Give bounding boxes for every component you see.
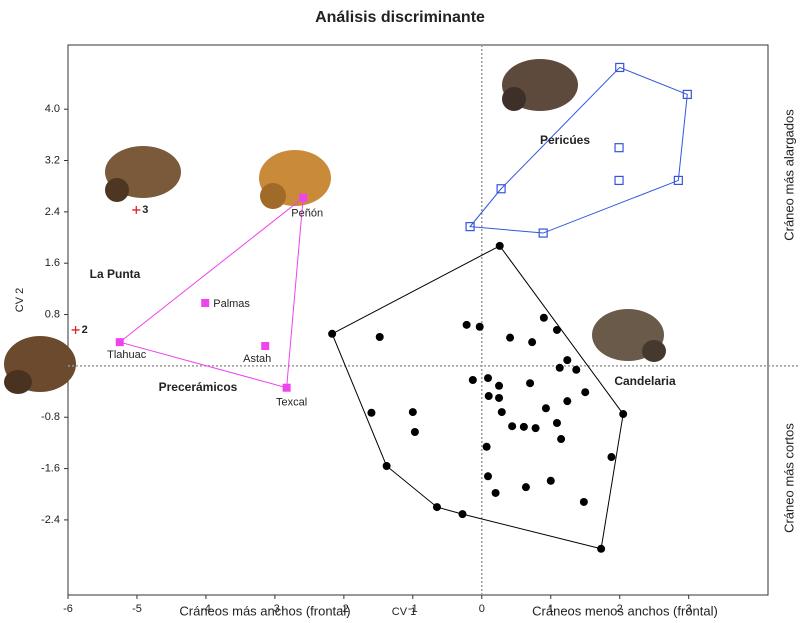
plot-frame: [68, 45, 768, 595]
annotation: Cráneo más cortos: [781, 423, 796, 533]
point: [484, 472, 492, 480]
x-tick-label: 0: [479, 603, 485, 615]
point: [526, 379, 534, 387]
point-label: Texcal: [276, 397, 307, 409]
point-label: 3: [142, 204, 148, 216]
point: [72, 326, 80, 334]
point: [383, 462, 391, 470]
point: [299, 194, 307, 202]
point-label: Peñón: [291, 208, 323, 220]
point: [619, 410, 627, 418]
x-tick-label: -2: [339, 603, 349, 615]
point: [581, 388, 589, 396]
chart-title: Análisis discriminante: [315, 9, 485, 26]
point: [506, 334, 514, 342]
point: [607, 453, 615, 461]
x-tick-label: -1: [408, 603, 418, 615]
point: [485, 392, 493, 400]
y-tick-label: 0.8: [45, 308, 60, 320]
y-tick-label: -2.4: [41, 514, 60, 526]
chart: Análisis discriminante CV 1 CV 2 Cráneos…: [0, 0, 804, 623]
y-tick-label: 3.2: [45, 154, 60, 166]
y-tick-label: 2.4: [45, 206, 60, 218]
point: [508, 422, 516, 430]
x-tick-label: -4: [201, 603, 211, 615]
point: [547, 477, 555, 485]
point: [528, 338, 536, 346]
group-label: Precerámicos: [159, 380, 238, 394]
point: [201, 299, 209, 307]
point: [542, 404, 550, 412]
x-tick-label: 2: [617, 603, 623, 615]
y-tick-label: 4.0: [45, 103, 60, 115]
skull-images: [4, 59, 666, 394]
point: [483, 443, 491, 451]
point: [615, 176, 623, 184]
point: [496, 242, 504, 250]
point: [116, 338, 124, 346]
x-tick-label: -6: [63, 603, 73, 615]
point: [433, 503, 441, 511]
group-label: Candelaria: [614, 374, 676, 388]
point: [556, 364, 564, 372]
point: [572, 366, 580, 374]
y-axis-label: CV 2: [14, 288, 26, 312]
x-tick-label: 3: [686, 603, 692, 615]
point: [469, 376, 477, 384]
point: [615, 144, 623, 152]
point-label: Astah: [243, 353, 271, 365]
point: [498, 408, 506, 416]
point: [553, 419, 561, 427]
point: [476, 323, 484, 331]
group-hull: [120, 198, 303, 388]
y-tick-label: -1.6: [41, 462, 60, 474]
point: [580, 498, 588, 506]
point: [458, 510, 466, 518]
point: [492, 489, 500, 497]
x-tick-label: 1: [548, 603, 554, 615]
x-tick-label: -5: [132, 603, 142, 615]
y-tick-label: -0.8: [41, 411, 60, 423]
annotation: Cráneo más alargados: [781, 109, 796, 241]
point: [532, 424, 540, 432]
point: [495, 382, 503, 390]
point: [328, 330, 336, 338]
point: [520, 423, 528, 431]
point-label: Palmas: [213, 298, 250, 310]
group-label: La Punta: [90, 267, 141, 281]
point: [261, 342, 269, 350]
point: [367, 409, 375, 417]
point: [522, 483, 530, 491]
point: [563, 397, 571, 405]
point-label: Tlahuac: [107, 349, 147, 361]
y-tick-label: 1.6: [45, 257, 60, 269]
group-hull: [470, 67, 687, 233]
group-hull: [332, 246, 623, 549]
point: [495, 394, 503, 402]
point: [484, 374, 492, 382]
point: [557, 435, 565, 443]
point-label: 2: [82, 324, 88, 336]
group-label: Pericúes: [540, 133, 590, 147]
point: [283, 384, 291, 392]
point: [553, 326, 561, 334]
point: [463, 321, 471, 329]
point: [376, 333, 384, 341]
x-tick-label: -3: [270, 603, 280, 615]
point: [563, 356, 571, 364]
point: [132, 206, 140, 214]
point: [409, 408, 417, 416]
point: [540, 314, 548, 322]
point: [597, 545, 605, 553]
point: [411, 428, 419, 436]
